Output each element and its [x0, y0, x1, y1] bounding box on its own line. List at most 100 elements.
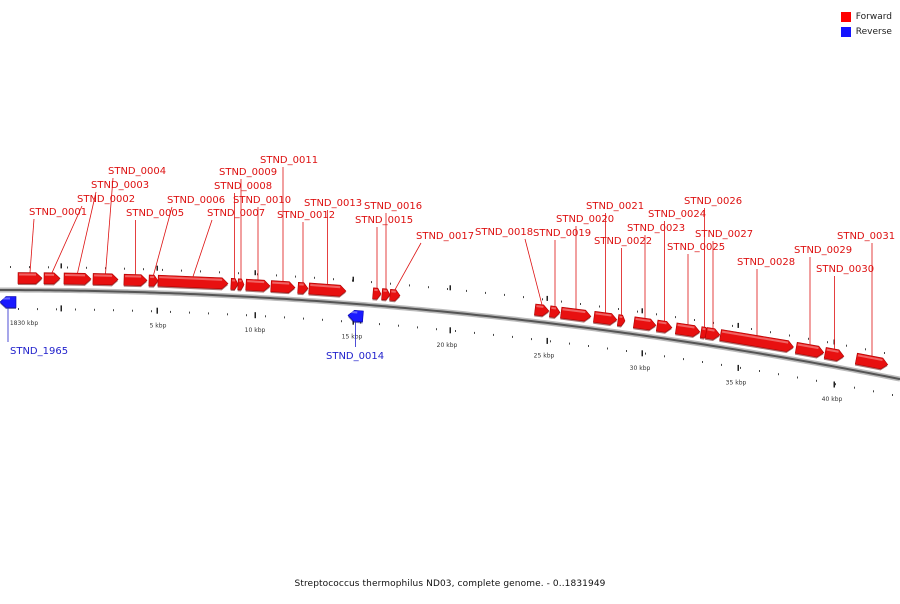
gene-stnd-0014[interactable] [347, 309, 364, 324]
gene-label[interactable]: STND_0002 [77, 194, 135, 205]
gene-stnd-0015[interactable] [372, 287, 382, 301]
gene-label[interactable]: STND_0011 [260, 155, 318, 166]
gene-stnd-0010[interactable] [245, 278, 271, 293]
lower-tick-dot [94, 308, 95, 311]
gene-arrow[interactable] [593, 310, 618, 325]
gene-stnd-0002[interactable] [43, 272, 61, 286]
gene-label[interactable]: STND_0006 [167, 195, 225, 206]
gene-label[interactable]: STND_0028 [737, 257, 795, 268]
gene-arrow[interactable] [17, 272, 43, 284]
gene-stnd-0003[interactable] [63, 272, 92, 286]
gene-arrow[interactable] [854, 352, 889, 370]
gene-stnd-0020[interactable] [560, 306, 592, 323]
gene-stnd-0006[interactable] [148, 274, 159, 288]
gene-label[interactable]: STND_0029 [794, 245, 852, 256]
gene-arrow[interactable] [632, 316, 657, 331]
gene-arrow[interactable] [794, 341, 825, 358]
gene-stnd-0024[interactable] [655, 319, 673, 335]
gene-arrow[interactable] [63, 272, 92, 285]
gene-label[interactable]: STND_0009 [219, 167, 277, 178]
gene-arrow[interactable] [92, 273, 119, 286]
gene-stnd-0008[interactable] [230, 278, 239, 292]
gene-arrow[interactable] [245, 278, 271, 292]
gene-label[interactable]: STND_0010 [233, 195, 291, 206]
gene-stnd-1965[interactable] [0, 296, 17, 310]
gene-stnd-0005[interactable] [123, 273, 148, 288]
gene-stnd-0023[interactable] [632, 316, 657, 332]
gene-arrow[interactable] [704, 327, 721, 340]
gene-stnd-0007[interactable] [157, 274, 229, 291]
gene-label[interactable]: STND_0019 [533, 228, 591, 239]
gene-arrow[interactable] [616, 314, 626, 327]
gene-label[interactable]: STND_0025 [667, 242, 725, 253]
gene-arrow[interactable] [719, 329, 795, 352]
lower-tick-dot [379, 323, 380, 326]
gene-label[interactable]: STND_0017 [416, 231, 474, 242]
gene-stnd-0028[interactable] [719, 329, 794, 353]
gene-label[interactable]: STND_0007 [207, 208, 265, 219]
gene-arrow[interactable] [270, 280, 296, 293]
gene-stnd-0027[interactable] [704, 327, 721, 342]
gene-label[interactable]: STND_0024 [648, 209, 706, 220]
lower-tick-dot [626, 350, 627, 352]
gene-label[interactable]: STND_0030 [816, 264, 874, 275]
gene-label[interactable]: STND_0003 [91, 180, 149, 191]
gene-arrow[interactable] [0, 296, 17, 308]
gene-stnd-0021[interactable] [593, 310, 618, 326]
gene-stnd-0022[interactable] [616, 314, 626, 328]
gene-label[interactable]: STND_0023 [627, 223, 685, 234]
gene-stnd-0016[interactable] [381, 288, 391, 302]
gene-label[interactable]: STND_0013 [304, 198, 362, 209]
genome-caption: Streptococcus thermophilus ND03, complet… [294, 579, 606, 589]
gene-stnd-0025[interactable] [674, 322, 701, 339]
gene-arrow[interactable] [157, 274, 229, 290]
gene-label[interactable]: STND_0005 [126, 208, 184, 219]
upper-tick-dot [485, 291, 486, 294]
gene-stnd-0018[interactable] [534, 303, 550, 318]
gene-stnd-0019[interactable] [549, 305, 561, 320]
gene-arrow[interactable] [655, 319, 673, 333]
gene-leader-line [51, 205, 83, 273]
gene-stnd-0017[interactable] [389, 288, 401, 303]
gene-label[interactable]: STND_0016 [364, 201, 422, 212]
gene-label[interactable]: STND_0018 [475, 227, 533, 238]
gene-leader-line [192, 219, 213, 277]
gene-label[interactable]: STND_0004 [108, 166, 166, 177]
gene-label[interactable]: STND_0020 [556, 214, 614, 225]
upper-tick-dot [143, 268, 144, 271]
gene-arrow[interactable] [823, 347, 845, 361]
gene-arrow[interactable] [560, 306, 592, 322]
gene-label[interactable]: STND_0031 [837, 231, 895, 242]
gene-arrow[interactable] [347, 309, 364, 323]
gene-stnd-0013[interactable] [308, 282, 347, 298]
gene-label[interactable]: STND_1965 [10, 346, 68, 357]
gene-label[interactable]: STND_0022 [594, 236, 652, 247]
gene-arrow[interactable] [123, 273, 148, 286]
gene-stnd-0001[interactable] [17, 272, 43, 286]
gene-label[interactable]: STND_0015 [355, 215, 413, 226]
gene-arrow[interactable] [308, 282, 347, 297]
gene-arrow[interactable] [534, 303, 550, 317]
gene-label[interactable]: STND_0026 [684, 196, 742, 207]
gene-stnd-0031[interactable] [854, 352, 889, 371]
gene-stnd-0004[interactable] [92, 273, 119, 287]
scale-label: 20 kbp [437, 342, 458, 349]
gene-label[interactable]: STND_0014 [326, 351, 384, 362]
upper-major-tick [737, 322, 739, 328]
upper-tick-dot [124, 267, 125, 270]
gene-label[interactable]: STND_0008 [214, 181, 272, 192]
gene-stnd-0012[interactable] [297, 281, 309, 296]
gene-label[interactable]: STND_0001 [29, 207, 87, 218]
gene-stnd-0030[interactable] [823, 347, 845, 363]
gene-label[interactable]: STND_0021 [586, 201, 644, 212]
gene-label[interactable]: STND_0012 [277, 210, 335, 221]
gene-stnd-0011[interactable] [270, 280, 296, 295]
gene-stnd-0009[interactable] [237, 278, 245, 292]
gene-arrow[interactable] [148, 274, 159, 287]
gene-arrow[interactable] [674, 322, 701, 337]
gene-arrow-highlight [702, 327, 706, 331]
gene-stnd-0029[interactable] [794, 341, 825, 359]
gene-label[interactable]: STND_0027 [695, 229, 753, 240]
